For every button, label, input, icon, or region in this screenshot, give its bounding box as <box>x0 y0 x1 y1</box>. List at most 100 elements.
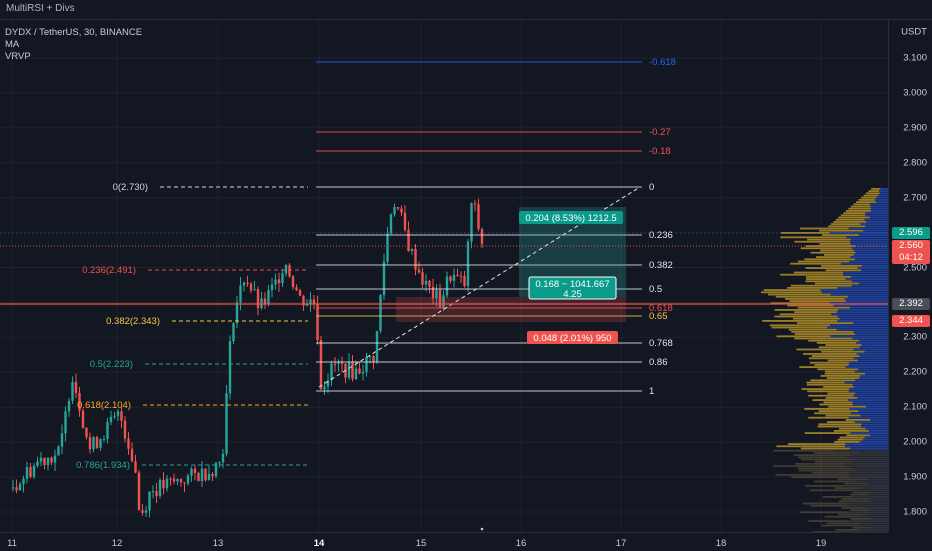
candle-body <box>414 249 417 270</box>
volume-bar <box>804 408 850 410</box>
volume-bar <box>772 465 846 467</box>
fib-extension-label: 1 <box>649 386 654 397</box>
chart-canvas[interactable]: 0(2.730) 0.236(2.491) 0.382(2.343) 0.5(2.22… <box>0 20 888 532</box>
volume-bar <box>814 364 849 366</box>
candle-body <box>431 286 435 299</box>
time-axis[interactable]: 11 12 13 14 15 16 17 18 19 <box>0 532 888 551</box>
candle-body <box>480 229 484 245</box>
candle-body <box>102 438 106 440</box>
candle-body <box>165 478 169 489</box>
volume-bar <box>853 254 888 256</box>
volume-bar <box>849 388 888 390</box>
volume-bar <box>834 441 860 443</box>
candle-body <box>421 272 424 285</box>
candle-body <box>106 422 109 439</box>
volume-bar <box>861 265 888 267</box>
candle-body <box>130 448 134 462</box>
volume-bar <box>847 531 888 532</box>
volume-bar <box>826 522 860 525</box>
candle-body <box>11 487 15 489</box>
candle-body <box>109 416 113 423</box>
candle-body <box>74 382 78 393</box>
volume-bar <box>821 234 860 236</box>
volume-bar <box>837 513 868 516</box>
indicator-bar: MultiRSI + Divs <box>0 0 888 20</box>
candle-body <box>295 287 298 291</box>
volume-bar <box>792 317 840 320</box>
volume-bar <box>810 379 855 382</box>
volume-bar <box>858 410 888 412</box>
candle-body <box>221 453 225 463</box>
ma-legend[interactable]: MA <box>5 39 20 50</box>
volume-bar <box>794 333 855 335</box>
volume-bar <box>849 493 870 496</box>
volume-bar <box>806 276 852 278</box>
candle-body <box>162 479 165 489</box>
candle-body <box>298 290 302 296</box>
volume-bar <box>771 326 828 329</box>
volume-bar <box>863 229 888 232</box>
volume-bar <box>854 258 888 261</box>
candle-body <box>435 290 438 299</box>
volume-bar <box>807 390 849 393</box>
fib-level-label: 0(2.730) <box>113 182 148 193</box>
volume-bar <box>848 390 888 393</box>
volume-bar <box>848 476 888 478</box>
volume-bar <box>852 401 888 404</box>
volume-bar <box>863 194 879 197</box>
candle-body <box>39 457 43 462</box>
volume-bar <box>856 353 888 355</box>
volume-bar <box>848 520 888 522</box>
volume-bar <box>823 386 854 388</box>
candle-body <box>60 433 64 447</box>
volume-bar <box>814 412 851 415</box>
volume-bar <box>789 300 846 302</box>
candle-body <box>270 284 274 291</box>
candle-body <box>92 437 95 450</box>
volume-bar <box>852 526 875 529</box>
volume-bar <box>865 225 888 228</box>
volume-bar <box>846 511 888 514</box>
candle-body <box>207 473 211 481</box>
candle-body <box>169 478 172 480</box>
price-scale[interactable]: USDT 3.1003.0002.9002.8002.7002.6002.500… <box>888 20 932 532</box>
volume-bar <box>853 394 888 397</box>
volume-bar <box>835 529 860 531</box>
candle-body <box>50 457 53 463</box>
candle-body <box>379 295 382 331</box>
symbol-legend[interactable]: DYDX / TetherUS, 30, BINANCE <box>5 27 143 38</box>
time-tick-label: 19 <box>815 538 827 549</box>
volume-bar <box>857 359 888 362</box>
volume-bar <box>804 485 844 487</box>
candle-body <box>284 265 288 274</box>
volume-bar <box>775 474 848 476</box>
volume-bar <box>829 302 888 305</box>
volume-bar <box>874 526 888 529</box>
volume-bar <box>763 289 821 291</box>
volume-bar <box>824 254 854 256</box>
candle-body <box>309 299 312 304</box>
volume-bar <box>797 322 854 324</box>
volume-bar <box>797 306 850 309</box>
volume-bar <box>859 346 888 349</box>
position-stop-zone <box>396 297 626 322</box>
candle-body <box>137 472 141 511</box>
volume-bar <box>865 427 888 430</box>
candle-body <box>340 362 344 364</box>
volume-bar <box>834 449 888 452</box>
candle-body <box>256 289 260 308</box>
volume-bar <box>838 216 870 219</box>
indicator-bar-label[interactable]: MultiRSI + Divs <box>6 3 75 14</box>
vrvp-legend[interactable]: VRVP <box>5 51 31 62</box>
volume-bar <box>814 282 859 285</box>
volume-bar <box>876 201 888 203</box>
volume-bar <box>850 238 888 241</box>
volume-bar <box>806 381 845 384</box>
candle-body <box>218 462 221 464</box>
candle-body <box>123 420 127 439</box>
fib-extension-label: 0.236 <box>649 230 673 241</box>
candle-body <box>232 323 235 342</box>
volume-bar <box>846 434 871 437</box>
fib-extension-label: -0.618 <box>649 57 676 68</box>
volume-bar <box>804 258 855 261</box>
